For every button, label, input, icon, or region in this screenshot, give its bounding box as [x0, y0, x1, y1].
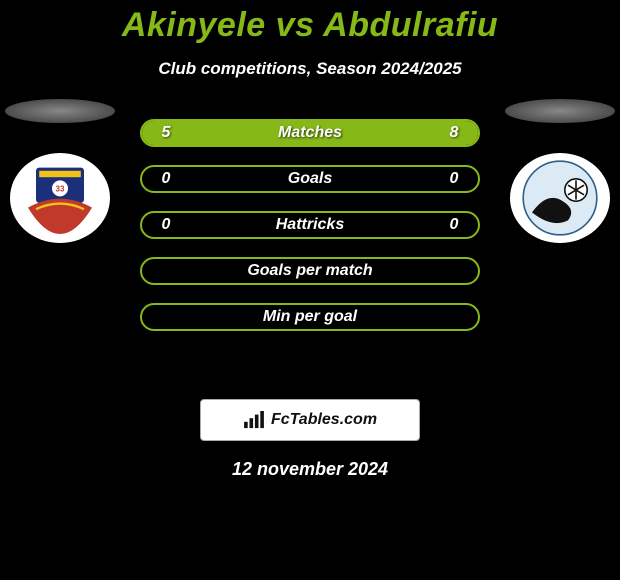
- comparison-title: Akinyele vs Abdulrafiu: [0, 0, 620, 45]
- stat-row-min-per-goal: Min per goal: [140, 303, 480, 331]
- subtitle: Club competitions, Season 2024/2025: [0, 59, 620, 79]
- club-crest-icon: [520, 158, 600, 238]
- brand-box[interactable]: FcTables.com: [200, 399, 420, 441]
- stat-value-right: 8: [434, 121, 474, 145]
- stat-label: Goals: [288, 170, 332, 188]
- player2-placeholder-oval: [505, 99, 615, 123]
- player1-placeholder-oval: [5, 99, 115, 123]
- stat-value-right: [434, 259, 474, 283]
- comparison-stage: 33 5 Matches 8 0 G: [0, 119, 620, 379]
- player1-club-badge: 33: [10, 153, 110, 243]
- stat-value-left: 0: [146, 213, 186, 237]
- player2-avatar-slot: [500, 99, 620, 243]
- stat-value-right: 0: [434, 167, 474, 191]
- stat-row-hattricks: 0 Hattricks 0: [140, 211, 480, 239]
- player1-avatar-slot: 33: [0, 99, 120, 243]
- vs-text: vs: [276, 6, 315, 44]
- stat-value-left: [146, 305, 186, 329]
- stat-row-goals: 0 Goals 0: [140, 165, 480, 193]
- bar-chart-icon: [243, 411, 265, 429]
- stat-row-goals-per-match: Goals per match: [140, 257, 480, 285]
- stat-value-left: 5: [146, 121, 186, 145]
- stat-label: Min per goal: [263, 308, 357, 326]
- stat-value-right: [434, 305, 474, 329]
- player2-name: Abdulrafiu: [323, 6, 498, 44]
- date-text: 12 november 2024: [0, 459, 620, 480]
- stat-value-left: 0: [146, 167, 186, 191]
- stat-label: Hattricks: [276, 216, 344, 234]
- stat-label: Matches: [278, 124, 342, 142]
- player2-club-badge: [510, 153, 610, 243]
- player1-name: Akinyele: [122, 6, 266, 44]
- stat-value-right: 0: [434, 213, 474, 237]
- stat-row-matches: 5 Matches 8: [140, 119, 480, 147]
- stat-value-left: [146, 259, 186, 283]
- brand-text: FcTables.com: [271, 411, 377, 429]
- stat-label: Goals per match: [247, 262, 372, 280]
- club-crest-icon: 33: [20, 158, 100, 238]
- svg-text:33: 33: [56, 185, 65, 194]
- stat-rows: 5 Matches 8 0 Goals 0 0 Hattricks 0 Goal…: [140, 119, 480, 331]
